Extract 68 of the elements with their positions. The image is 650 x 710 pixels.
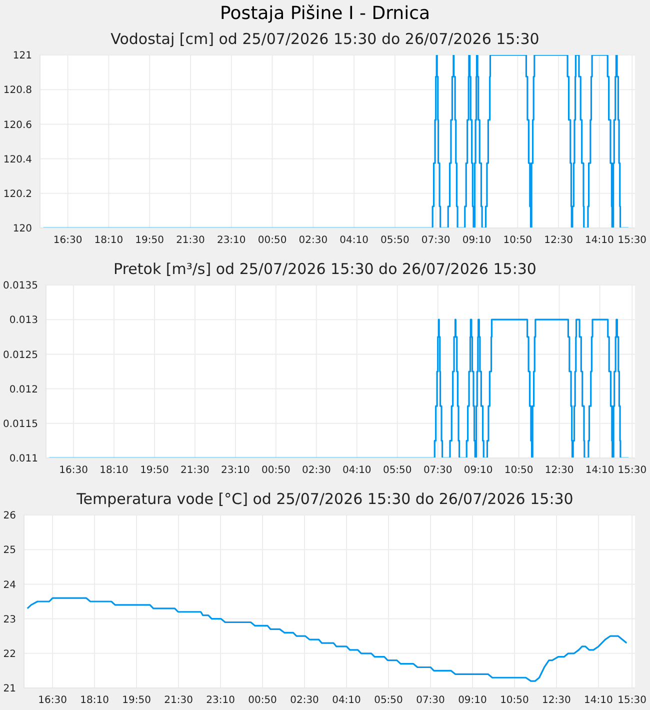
x-tick-label: 09:10 bbox=[464, 465, 493, 476]
x-tick-label: 05:50 bbox=[374, 695, 403, 706]
x-tick-label: 15:30 bbox=[618, 465, 647, 476]
x-tick-label: 15:30 bbox=[618, 695, 646, 706]
y-tick-label: 0.013 bbox=[9, 315, 38, 326]
y-tick-label: 25 bbox=[3, 545, 16, 556]
chart-subtitle: Vodostaj [cm] od 25/07/2026 15:30 do 26/07/2026 15:30 bbox=[110, 29, 540, 50]
x-tick-label: 12:30 bbox=[544, 235, 573, 246]
x-tick-label: 07:30 bbox=[423, 465, 452, 476]
y-tick-label: 0.012 bbox=[9, 384, 38, 396]
x-tick-label: 05:50 bbox=[380, 235, 410, 246]
x-tick-label: 15:30 bbox=[618, 235, 647, 246]
x-tick-label: 09:10 bbox=[462, 235, 492, 246]
y-tick-label: 23 bbox=[3, 614, 16, 626]
x-tick-label: 19:50 bbox=[122, 695, 151, 706]
line-series bbox=[26, 597, 628, 682]
x-tick-label: 07:30 bbox=[416, 695, 445, 706]
x-tick-label: 21:30 bbox=[180, 465, 210, 476]
x-tick-label: 12:30 bbox=[542, 695, 571, 706]
x-tick-label: 04:10 bbox=[332, 695, 361, 706]
x-tick-label: 18:10 bbox=[80, 695, 109, 706]
x-tick-label: 21:30 bbox=[164, 695, 193, 706]
y-tick-label: 120.2 bbox=[3, 188, 32, 200]
y-tick-label: 21 bbox=[3, 684, 16, 695]
x-tick-label: 00:50 bbox=[258, 235, 287, 246]
x-tick-label: 23:10 bbox=[216, 235, 246, 246]
x-tick-label: 23:10 bbox=[206, 695, 235, 706]
y-tick-label: 121 bbox=[12, 50, 32, 62]
x-tick-label: 23:10 bbox=[221, 465, 250, 476]
y-tick-label: 0.011 bbox=[9, 454, 38, 465]
x-tick-label: 18:10 bbox=[100, 465, 128, 476]
x-tick-label: 18:10 bbox=[94, 235, 124, 246]
chart-title: Temperatura vode [°C] od 25/07/2026 15:30 do 26/07/2026 15:30 bbox=[76, 489, 574, 510]
y-tick-label: 120.8 bbox=[3, 85, 32, 96]
chart-title: Postaja Pišine I - Drnica bbox=[218, 2, 431, 26]
x-tick-label: 10:50 bbox=[500, 695, 529, 706]
y-tick-label: 0.0115 bbox=[3, 418, 38, 430]
y-tick-label: 0.0135 bbox=[3, 280, 38, 292]
x-tick-label: 10:50 bbox=[504, 465, 534, 476]
x-tick-label: 02:30 bbox=[290, 695, 319, 706]
x-tick-label: 14:10 bbox=[584, 695, 613, 706]
x-tick-label: 02:30 bbox=[302, 465, 331, 476]
x-tick-label: 09:10 bbox=[458, 695, 487, 706]
y-tick-label: 120 bbox=[12, 224, 32, 235]
x-tick-label: 19:50 bbox=[140, 465, 169, 476]
x-tick-label: 05:50 bbox=[382, 465, 412, 476]
x-tick-label: 21:30 bbox=[176, 235, 205, 246]
x-tick-label: 04:10 bbox=[340, 235, 368, 246]
x-tick-label: 07:30 bbox=[421, 235, 450, 246]
x-tick-label: 16:30 bbox=[59, 465, 88, 476]
x-tick-label: 16:30 bbox=[53, 235, 82, 246]
y-tick-label: 0.0125 bbox=[3, 350, 38, 361]
x-tick-label: 12:30 bbox=[544, 465, 574, 476]
x-tick-label: 02:30 bbox=[298, 235, 328, 246]
y-tick-label: 26 bbox=[3, 510, 16, 522]
y-tick-label: 22 bbox=[3, 648, 16, 660]
y-tick-label: 120.4 bbox=[3, 154, 32, 166]
x-tick-label: 14:10 bbox=[585, 465, 614, 476]
x-tick-label: 00:50 bbox=[262, 465, 290, 476]
x-tick-label: 14:10 bbox=[585, 235, 614, 246]
x-tick-label: 04:10 bbox=[342, 465, 372, 476]
x-tick-label: 16:30 bbox=[38, 695, 67, 706]
chart-title: Pretok [m³/s] od 25/07/2026 15:30 do 26/07/2026 15:30 bbox=[112, 259, 538, 280]
x-tick-label: 19:50 bbox=[135, 235, 164, 246]
x-tick-label: 10:50 bbox=[503, 235, 532, 246]
y-tick-label: 24 bbox=[3, 580, 16, 591]
x-tick-label: 00:50 bbox=[248, 695, 277, 706]
y-tick-label: 120.6 bbox=[3, 120, 32, 131]
